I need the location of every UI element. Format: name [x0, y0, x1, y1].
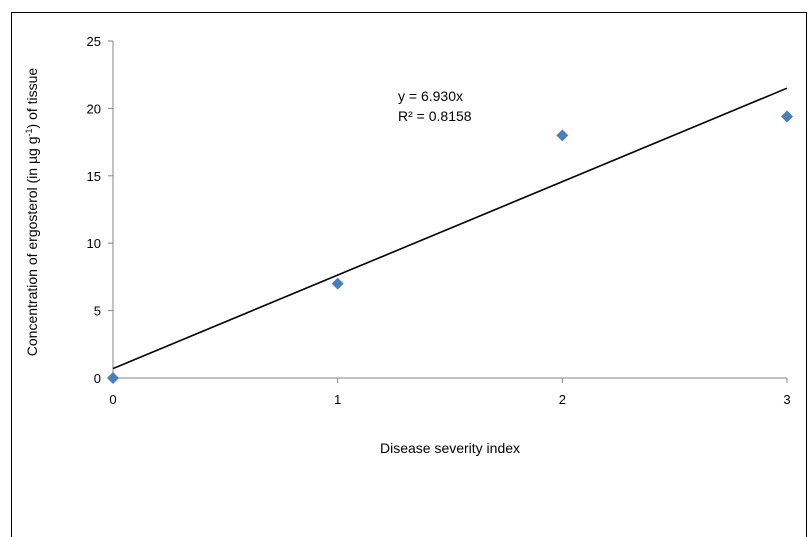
- data-point: [781, 110, 793, 123]
- chart-frame: [11, 12, 807, 537]
- y-axis-title-part-2: ) of tissue: [24, 68, 40, 129]
- data-point: [556, 129, 569, 142]
- x-tick-label: 2: [559, 392, 566, 407]
- y-axis-title: Concentration of ergosterol (in µg g-1) …: [24, 68, 40, 357]
- x-axis-title: Disease severity index: [380, 440, 520, 456]
- trendline: [112, 87, 788, 370]
- y-tick-label: 5: [94, 304, 101, 319]
- y-axis-title-part-1: Concentration of ergosterol (in µg g: [24, 136, 40, 356]
- data-point: [107, 372, 119, 384]
- y-tick-label: 20: [87, 101, 101, 116]
- y-tick-label: 25: [87, 34, 101, 49]
- x-tick-label: 1: [334, 392, 341, 407]
- trendline-equation: y = 6.930x: [398, 88, 463, 104]
- x-tick-label: 0: [109, 392, 116, 407]
- x-tick-label: 3: [783, 392, 790, 407]
- y-tick-label: 15: [87, 169, 101, 184]
- data-point: [331, 277, 344, 290]
- y-axis-title-superscript: -1: [24, 128, 34, 136]
- y-tick-label: 10: [87, 236, 101, 251]
- trendline-r-squared: R² = 0.8158: [398, 108, 472, 124]
- y-tick-label: 0: [94, 371, 101, 386]
